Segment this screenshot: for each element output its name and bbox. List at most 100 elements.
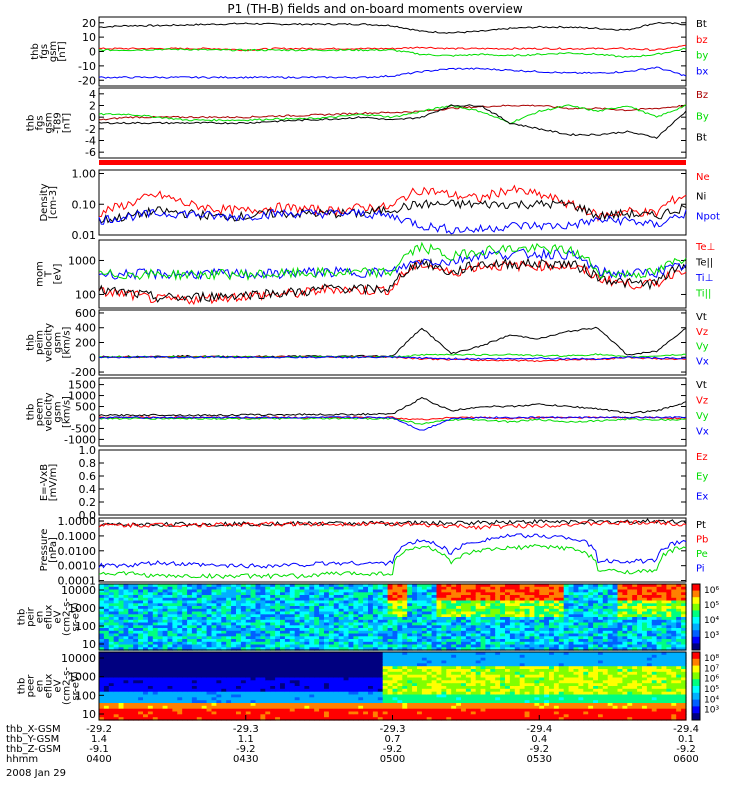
heatmap-cell bbox=[412, 608, 418, 613]
heatmap-cell bbox=[211, 680, 217, 684]
heatmap-cell bbox=[299, 697, 306, 701]
heatmap-cell bbox=[417, 603, 423, 607]
heatmap-cell bbox=[226, 694, 232, 698]
heatmap-cell bbox=[319, 636, 325, 640]
heatmap-cell bbox=[177, 674, 183, 679]
heatmap-cell bbox=[265, 700, 271, 704]
heatmap-cell bbox=[123, 608, 129, 613]
heatmap-cell bbox=[162, 657, 169, 662]
heatmap-cell bbox=[245, 608, 252, 613]
heatmap-cell bbox=[113, 597, 120, 602]
heatmap-cell bbox=[245, 669, 252, 673]
heatmap-cell bbox=[201, 663, 208, 667]
heatmap-cell bbox=[113, 619, 120, 624]
heatmap-cell bbox=[372, 660, 379, 664]
heatmap-cell bbox=[475, 628, 482, 632]
heatmap-cell bbox=[553, 630, 560, 635]
heatmap-cell bbox=[407, 694, 413, 698]
heatmap-cell bbox=[133, 714, 139, 718]
heatmap-cell bbox=[143, 584, 149, 588]
heatmap-cell bbox=[319, 603, 325, 607]
heatmap-cell bbox=[681, 622, 687, 626]
heatmap-cell bbox=[465, 608, 472, 613]
heatmap-cell bbox=[333, 703, 340, 707]
heatmap-cell bbox=[358, 705, 364, 710]
heatmap-cell bbox=[676, 595, 682, 599]
heatmap-cell bbox=[250, 636, 257, 640]
heatmap-cell bbox=[314, 705, 320, 710]
heatmap-cell bbox=[236, 641, 242, 646]
heatmap-cell bbox=[260, 611, 266, 615]
heatmap-cell bbox=[221, 694, 227, 698]
heatmap-cell bbox=[319, 647, 325, 651]
heatmap-cell bbox=[500, 608, 506, 613]
heatmap-cell bbox=[441, 711, 447, 715]
heatmap-cell bbox=[397, 603, 403, 607]
heatmap-cell bbox=[152, 584, 159, 588]
heatmap-cell bbox=[392, 589, 398, 593]
heatmap-cell bbox=[280, 654, 286, 659]
heatmap-cell bbox=[216, 644, 222, 648]
heatmap-cell bbox=[446, 708, 452, 713]
heatmap-cell bbox=[412, 633, 418, 637]
heatmap-cell bbox=[637, 597, 643, 602]
heatmap-cell bbox=[426, 625, 433, 629]
heatmap-cell bbox=[152, 674, 159, 679]
heatmap-cell bbox=[226, 622, 232, 626]
heatmap-cell bbox=[446, 680, 452, 684]
heatmap-cell bbox=[402, 589, 408, 593]
heatmap-cell bbox=[456, 639, 462, 643]
heatmap-cell bbox=[549, 606, 555, 610]
heatmap-cell bbox=[177, 592, 183, 596]
heatmap-cell bbox=[505, 614, 511, 618]
heatmap-cell bbox=[118, 697, 125, 701]
heatmap-cell bbox=[128, 686, 134, 690]
heatmap-cell bbox=[441, 644, 447, 648]
heatmap-cell bbox=[509, 619, 516, 624]
heatmap-cell bbox=[275, 630, 281, 635]
heatmap-cell bbox=[260, 703, 266, 707]
heatmap-cell bbox=[368, 703, 374, 707]
heatmap-cell bbox=[338, 592, 345, 596]
heatmap-cell bbox=[250, 652, 257, 656]
heatmap-cell bbox=[632, 628, 638, 632]
heatmap-cell bbox=[260, 619, 266, 624]
heatmap-cell bbox=[231, 714, 237, 718]
heatmap-cell bbox=[632, 592, 638, 596]
heatmap-cell bbox=[221, 697, 227, 701]
heatmap-cell bbox=[363, 652, 369, 656]
heatmap-cell bbox=[250, 617, 257, 621]
heatmap-cell bbox=[475, 644, 482, 648]
heatmap-cell bbox=[529, 636, 535, 640]
heatmap-cell bbox=[201, 677, 208, 681]
heatmap-cell bbox=[426, 705, 433, 710]
y-tick-label: 1000 bbox=[68, 254, 96, 267]
heatmap-cell bbox=[539, 611, 545, 615]
heatmap-cell bbox=[319, 708, 325, 713]
heatmap-cell bbox=[196, 714, 203, 718]
heatmap-cell bbox=[123, 636, 129, 640]
heatmap-cell bbox=[103, 705, 110, 710]
heatmap-cell bbox=[201, 671, 208, 676]
heatmap-cell bbox=[372, 636, 379, 640]
heatmap-cell bbox=[133, 611, 139, 615]
heatmap-cell bbox=[363, 714, 369, 718]
heatmap-cell bbox=[143, 644, 149, 648]
heatmap-cell bbox=[328, 660, 335, 664]
heatmap-cell bbox=[157, 680, 164, 684]
heatmap-cell bbox=[133, 717, 139, 721]
heatmap-cell bbox=[392, 606, 398, 610]
heatmap-cell bbox=[333, 608, 340, 613]
heatmap-cell bbox=[123, 688, 129, 693]
heatmap-cell bbox=[549, 625, 555, 629]
heatmap-cell bbox=[275, 708, 281, 713]
heatmap-cell bbox=[436, 617, 442, 621]
heatmap-cell bbox=[226, 663, 232, 667]
heatmap-cell bbox=[382, 683, 389, 687]
heatmap-cell bbox=[240, 677, 247, 681]
heatmap-cell bbox=[245, 703, 252, 707]
heatmap-cell bbox=[534, 625, 540, 629]
heatmap-cell bbox=[152, 652, 159, 656]
